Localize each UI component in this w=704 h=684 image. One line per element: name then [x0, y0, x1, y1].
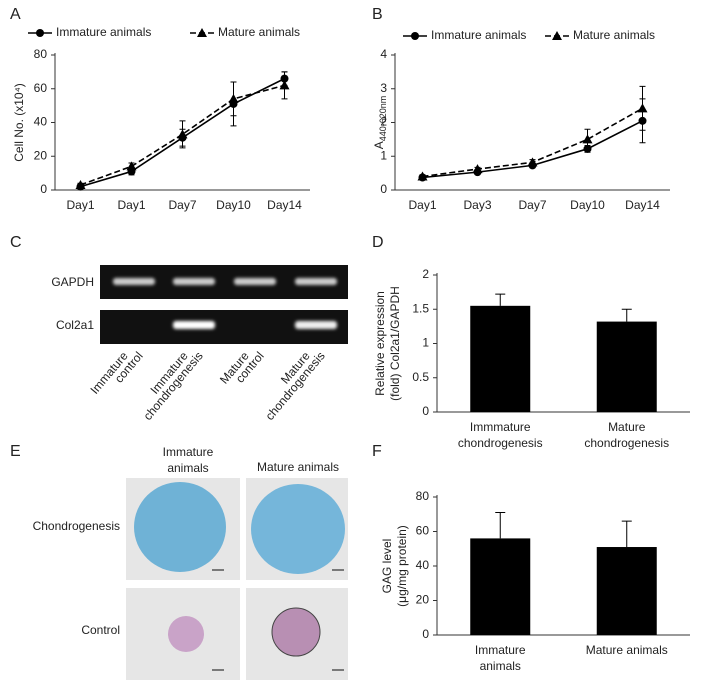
marker: [637, 103, 648, 113]
legend-marker: [36, 29, 44, 37]
y-tick-label: 20: [34, 148, 48, 162]
marker: [126, 161, 137, 171]
panel-label: D: [372, 234, 384, 251]
legend-label: Mature animals: [573, 28, 655, 42]
y-tick-label: 1: [422, 336, 429, 350]
panel-label: E: [10, 443, 21, 460]
x-tick-label: Day10: [216, 198, 251, 212]
x-tick-label: Mature: [608, 420, 646, 434]
column-label: animals: [167, 461, 208, 475]
bar: [470, 305, 531, 412]
y-axis-label-sub: 440-620nm: [378, 96, 388, 142]
y-tick-label: 3: [380, 81, 387, 95]
y-axis-label: A440-620nm: [372, 96, 388, 150]
error-bar: [621, 520, 632, 548]
y-tick-label: 80: [34, 47, 48, 61]
x-tick-label: Mature animals: [586, 643, 668, 657]
histology-images: [126, 478, 348, 680]
y-tick-label: 40: [416, 558, 430, 572]
y-tick-label: 1.5: [412, 301, 429, 315]
x-tick-label: Immature: [475, 643, 526, 657]
x-tick-label: Day3: [463, 198, 491, 212]
x-tick-label: Day14: [267, 198, 302, 212]
y-tick-label: 0: [40, 182, 47, 196]
y-tick-label: 0: [380, 182, 387, 196]
y-axis-label: GAG level: [380, 539, 394, 594]
bar: [596, 547, 657, 635]
marker: [75, 179, 86, 189]
column-label: Mature animals: [257, 460, 339, 474]
x-tick-label: Day7: [518, 198, 546, 212]
panel-label: B: [372, 6, 383, 23]
x-tick-label: Day10: [570, 198, 605, 212]
x-tick-label: chondrogenesis: [584, 436, 669, 450]
y-tick-label: 80: [416, 489, 430, 503]
marker: [527, 157, 538, 167]
y-axis-label: Relative expression: [373, 291, 387, 396]
error-bar: [495, 293, 506, 306]
y-tick-label: 0: [422, 627, 429, 641]
marker: [417, 171, 428, 181]
gel-row-label: GAPDH: [51, 275, 94, 289]
y-axis-label: (μg/mg protein): [395, 525, 409, 607]
x-tick-label: Day1: [117, 198, 145, 212]
y-tick-label: 2: [422, 267, 429, 281]
legend-label: Immature animals: [431, 28, 526, 42]
y-tick-label: 1: [380, 148, 387, 162]
y-axis-label: (fold) Col2a1/GAPDH: [388, 286, 402, 401]
y-tick-label: 20: [416, 593, 430, 607]
y-tick-label: 0.5: [412, 370, 429, 384]
marker: [582, 134, 593, 144]
error-bar: [495, 512, 506, 539]
bar: [470, 538, 531, 635]
panel-label: A: [10, 6, 21, 23]
x-tick-label: Day1: [66, 198, 94, 212]
y-tick-label: 2: [380, 115, 387, 129]
y-tick-label: 40: [34, 115, 48, 129]
y-tick-label: 60: [416, 524, 430, 538]
y-axis-label-main: A: [372, 141, 386, 149]
x-tick-label: Day14: [625, 198, 660, 212]
column-label: Immature: [163, 445, 214, 459]
marker: [279, 80, 290, 90]
x-tick-label: chondrogenesis: [458, 436, 543, 450]
row-label: Control: [81, 623, 120, 637]
y-tick-label: 4: [380, 47, 387, 61]
panel-label: F: [372, 443, 382, 460]
legend-marker: [197, 28, 207, 37]
row-label: Chondrogenesis: [33, 519, 120, 533]
error-bar: [621, 308, 632, 322]
y-axis-label: Cell No. (x10⁴): [12, 83, 26, 162]
marker: [177, 129, 188, 139]
y-tick-label: 60: [34, 81, 48, 95]
legend-marker: [552, 31, 562, 40]
gel-row-label: Col2a1: [56, 318, 94, 332]
legend-label: Mature animals: [218, 25, 300, 39]
panel-label: C: [10, 234, 22, 251]
x-tick-label: animals: [480, 659, 521, 673]
legend-label: Immature animals: [56, 25, 151, 39]
y-tick-label: 0: [422, 404, 429, 418]
legend-marker: [411, 32, 419, 40]
bar: [596, 321, 657, 412]
series-line: [80, 84, 285, 186]
marker: [228, 93, 239, 103]
x-tick-label: Day7: [168, 198, 196, 212]
x-tick-label: Day1: [408, 198, 436, 212]
marker: [472, 164, 483, 174]
gel-bands: [113, 278, 337, 329]
x-tick-label: Immmature: [470, 420, 531, 434]
